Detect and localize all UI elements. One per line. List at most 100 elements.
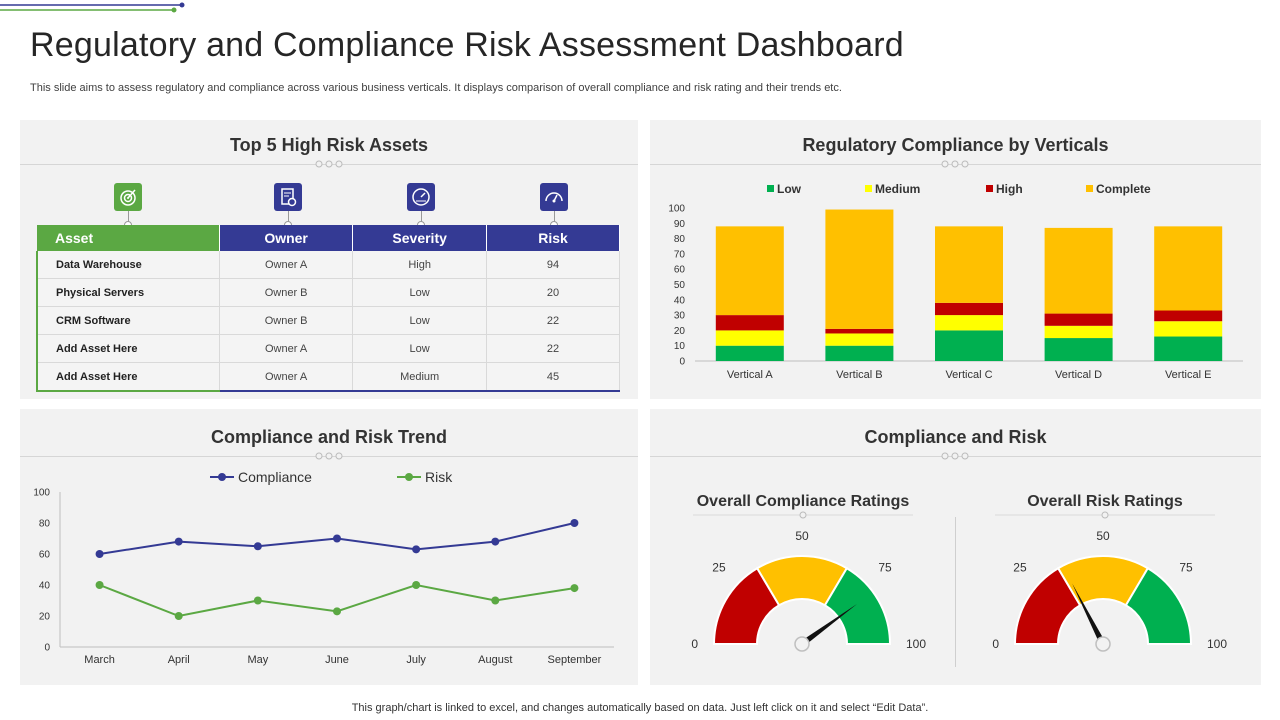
cell-risk: 22 (486, 334, 620, 363)
gauge-tick-label: 0 (691, 637, 698, 651)
bar-segment-medium (715, 330, 784, 346)
decorative-header-lines (0, 2, 185, 13)
bar-segment-low (715, 345, 784, 361)
y-tick-label: 100 (668, 204, 685, 215)
y-tick-label: 40 (674, 295, 686, 306)
gauge-tick-label: 25 (712, 561, 726, 575)
gauge-tick-label: 75 (878, 561, 892, 575)
legend-marker (218, 473, 226, 481)
cell-asset: Add Asset Here (35, 362, 220, 392)
cell-owner: Owner A (219, 362, 354, 392)
bar-segment-medium (825, 333, 894, 346)
x-tick-label: August (478, 654, 512, 666)
assets-panel-title: Top 5 High Risk Assets (229, 135, 429, 155)
y-tick-label: 60 (674, 265, 686, 276)
bar-segment-high (935, 302, 1003, 316)
data-point-compliance (253, 542, 262, 551)
y-tick-label: 80 (674, 234, 686, 245)
data-point-risk (333, 607, 341, 616)
bar-segment-medium (1044, 325, 1113, 339)
separator-dots (315, 452, 343, 460)
x-tick-label: Vertical D (1055, 369, 1102, 381)
separator-dots (941, 452, 969, 460)
column-header-asset: Asset (37, 225, 220, 251)
y-tick-label: 50 (674, 280, 686, 291)
data-point-compliance (412, 545, 421, 554)
cell-severity: Low (352, 278, 487, 307)
cell-severity: High (352, 251, 487, 279)
x-tick-label: Vertical A (727, 369, 774, 381)
bar-segment-high (1154, 310, 1223, 322)
bar-segment-low (1044, 338, 1113, 361)
y-tick-label: 20 (674, 326, 686, 337)
legend-swatch (865, 185, 872, 192)
column-header-owner: Owner (219, 225, 354, 251)
target-icon (114, 183, 142, 211)
gauge-tick-label: 100 (906, 637, 926, 651)
table-row: Add Asset Here Owner A Low 22 (35, 334, 620, 363)
cell-risk: 22 (486, 306, 620, 335)
gauge-title-dot (799, 511, 807, 519)
x-tick-label: Vertical B (836, 369, 882, 381)
y-tick-label: 40 (39, 581, 51, 592)
table-header-row: Asset Owner Severity Risk (37, 225, 620, 251)
bar-segment-complete (1044, 227, 1113, 314)
legend-label: Medium (875, 182, 920, 196)
cell-owner: Owner B (219, 306, 354, 335)
cell-asset: CRM Software (35, 306, 220, 335)
y-tick-label: 90 (674, 219, 686, 230)
x-tick-label: April (168, 654, 190, 666)
gauge-band (1124, 566, 1193, 645)
gauge-title: Overall Compliance Ratings (697, 493, 910, 510)
x-tick-label: Vertical E (1165, 369, 1211, 381)
y-tick-label: 80 (39, 519, 51, 530)
y-tick-label: 30 (674, 311, 686, 322)
trend-panel-title: Compliance and Risk Trend (210, 427, 448, 447)
ratings-panel: Compliance and Risk Overall Compliance R… (650, 409, 1261, 685)
gauge-icon (540, 183, 568, 211)
gauge-tick-label: 100 (1207, 637, 1227, 651)
gauge-tick-label: 50 (795, 529, 809, 543)
data-point-compliance (95, 550, 104, 558)
separator-dots (941, 160, 969, 168)
separator-dots (315, 160, 343, 168)
cell-owner: Owner A (219, 251, 354, 279)
y-tick-label: 70 (674, 249, 686, 260)
data-point-risk (491, 596, 500, 605)
bar-segment-medium (935, 315, 1003, 331)
bar-segment-complete (1154, 226, 1223, 311)
legend-swatch (986, 185, 993, 192)
gauge-tick-label: 75 (1179, 561, 1193, 575)
bar-segment-low (1154, 336, 1223, 361)
cell-severity: Low (352, 306, 487, 335)
cell-severity: Medium (352, 362, 487, 392)
y-tick-label: 0 (44, 643, 50, 654)
table-row: Data Warehouse Owner A High 94 (35, 251, 620, 279)
cell-owner: Owner A (219, 334, 354, 363)
gauge-needle (800, 604, 858, 647)
cell-risk: 45 (486, 362, 620, 392)
x-tick-label: Vertical C (945, 369, 992, 381)
bar-segment-low (935, 330, 1003, 361)
table-row: CRM Software Owner B Low 22 (35, 306, 620, 335)
x-tick-label: September (548, 654, 602, 666)
assets-panel: Top 5 High Risk Assets Asset Owner Sever… (20, 120, 638, 399)
page-subtitle: This slide aims to assess regulatory and… (30, 82, 842, 94)
gauge-title: Overall Risk Ratings (1027, 493, 1183, 510)
gauge-band (823, 566, 892, 645)
cell-risk: 20 (486, 278, 620, 307)
speedometer-icon (407, 183, 435, 211)
y-tick-label: 20 (39, 612, 51, 623)
x-tick-label: March (84, 654, 115, 666)
legend-marker (405, 473, 413, 481)
line-chart: 0 20 40 60 80 100 March April May June July August S… (33, 469, 614, 666)
cell-asset: Add Asset Here (35, 334, 220, 363)
y-tick-label: 100 (33, 488, 50, 499)
x-tick-label: July (406, 654, 426, 666)
gauge-hub (794, 636, 810, 652)
cell-severity: Low (352, 334, 487, 363)
trend-panel: Compliance and Risk Trend 0 20 40 60 80 100 Ma… (20, 409, 638, 685)
y-tick-label: 60 (39, 550, 51, 561)
data-point-compliance (333, 534, 341, 543)
cell-risk: 94 (486, 251, 620, 279)
